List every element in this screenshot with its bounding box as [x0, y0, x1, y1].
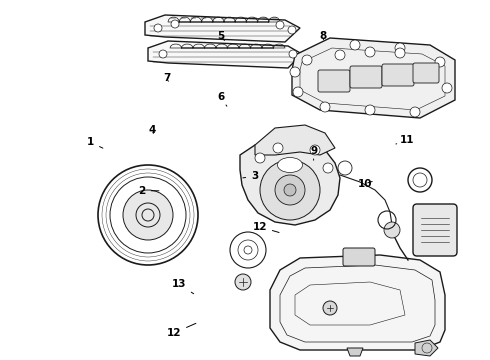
Circle shape [350, 40, 360, 50]
Circle shape [136, 203, 160, 227]
Circle shape [410, 107, 420, 117]
Circle shape [171, 20, 179, 28]
Circle shape [235, 274, 251, 290]
FancyBboxPatch shape [318, 70, 350, 92]
Polygon shape [292, 38, 455, 118]
Text: 8: 8 [320, 31, 327, 41]
Circle shape [260, 160, 320, 220]
Circle shape [154, 24, 162, 32]
Circle shape [442, 83, 452, 93]
Circle shape [159, 50, 167, 58]
Text: 10: 10 [358, 179, 372, 189]
Polygon shape [415, 340, 438, 356]
Circle shape [323, 301, 337, 315]
Text: 5: 5 [217, 31, 224, 41]
Circle shape [288, 26, 296, 34]
Circle shape [289, 50, 297, 58]
Text: 12: 12 [252, 222, 279, 233]
Polygon shape [148, 41, 302, 68]
Circle shape [395, 43, 405, 53]
Text: 6: 6 [217, 92, 227, 106]
Circle shape [384, 222, 400, 238]
Text: 12: 12 [167, 323, 196, 338]
FancyBboxPatch shape [413, 63, 439, 83]
Circle shape [320, 102, 330, 112]
Circle shape [310, 145, 320, 155]
Text: 2: 2 [139, 186, 159, 196]
Circle shape [255, 153, 265, 163]
Text: 3: 3 [243, 171, 258, 181]
Circle shape [276, 21, 284, 29]
Circle shape [302, 55, 312, 65]
Circle shape [323, 163, 333, 173]
Ellipse shape [277, 158, 302, 172]
Circle shape [275, 175, 305, 205]
Circle shape [435, 57, 445, 67]
Circle shape [142, 209, 154, 221]
Circle shape [284, 184, 296, 196]
Circle shape [335, 50, 345, 60]
Circle shape [395, 48, 405, 58]
Circle shape [365, 47, 375, 57]
Text: 7: 7 [163, 73, 171, 84]
Circle shape [290, 67, 300, 77]
Polygon shape [240, 140, 340, 225]
Polygon shape [145, 15, 300, 42]
FancyBboxPatch shape [382, 64, 414, 86]
Text: 9: 9 [310, 146, 317, 160]
Circle shape [365, 105, 375, 115]
Circle shape [123, 190, 173, 240]
Circle shape [293, 87, 303, 97]
FancyBboxPatch shape [413, 204, 457, 256]
Circle shape [273, 143, 283, 153]
Polygon shape [255, 125, 335, 155]
Polygon shape [270, 255, 445, 350]
Text: 4: 4 [148, 125, 156, 135]
FancyBboxPatch shape [350, 66, 382, 88]
FancyBboxPatch shape [343, 248, 375, 266]
Text: 1: 1 [87, 137, 103, 148]
Text: 11: 11 [396, 135, 414, 145]
Polygon shape [347, 348, 363, 356]
Text: 13: 13 [172, 279, 194, 294]
